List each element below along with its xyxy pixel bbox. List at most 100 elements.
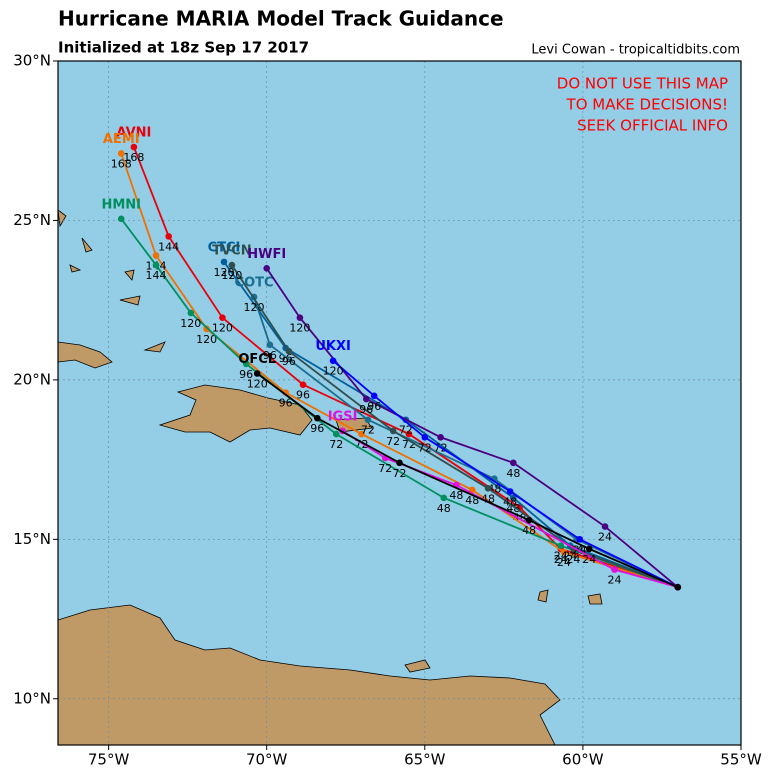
y-tick-label: 25°N (13, 211, 51, 229)
hour-label: 72 (329, 438, 343, 451)
track-line (256, 372, 679, 588)
hour-label: 48 (487, 483, 501, 496)
track-point (313, 414, 321, 422)
hour-label: 72 (386, 435, 400, 448)
y-tick-label: 10°N (13, 689, 51, 707)
track-point (510, 459, 517, 467)
track-point (253, 370, 261, 377)
hour-label: 72 (418, 441, 432, 454)
track-point (364, 416, 372, 424)
track-point (601, 523, 609, 530)
track-point (203, 325, 210, 333)
hour-label: 120 (221, 269, 242, 282)
hour-label: 24 (554, 553, 568, 566)
hour-label: 96 (282, 355, 296, 368)
x-tick-label: 75°W (88, 751, 130, 768)
hour-label: 168 (111, 157, 132, 170)
model-name: AVNI (116, 126, 151, 141)
track-point (468, 486, 476, 494)
track-point (220, 258, 228, 266)
track-point (525, 516, 533, 524)
hour-label: 96 (359, 403, 373, 416)
hour-label: 120 (214, 266, 235, 279)
track-point (576, 536, 584, 543)
ocean (58, 61, 741, 745)
track-point (242, 360, 250, 368)
track-point (560, 548, 568, 556)
model-name: IGSI (328, 409, 358, 424)
model-name: HWFI (247, 247, 286, 262)
hour-label: 24 (598, 531, 612, 544)
hour-label: 72 (393, 467, 407, 480)
map-subtitle: Initialized at 18z Sep 17 2017 (58, 39, 309, 57)
hour-label: 96 (263, 349, 277, 362)
x-tick-label: 70°W (246, 751, 288, 768)
hour-label: 24 (554, 550, 568, 563)
track-line (231, 264, 679, 588)
track-point (362, 395, 370, 403)
track-point (329, 357, 337, 365)
model-name: AEMI (103, 132, 140, 147)
hour-label: 168 (123, 151, 144, 164)
y-tick-label: 15°N (13, 530, 51, 548)
track-point (332, 430, 340, 438)
track-point (370, 392, 378, 400)
track-point (557, 542, 565, 549)
track-point (263, 264, 270, 272)
warning-text: DO NOT USE THIS MAP (557, 75, 728, 93)
hour-label: 24 (557, 556, 571, 569)
hour-label: 120 (244, 301, 265, 314)
hour-label: 96 (310, 422, 324, 435)
hour-label: 96 (296, 389, 310, 402)
hour-label: 24 (582, 553, 596, 566)
track-point (165, 233, 172, 240)
hour-label: 48 (503, 495, 517, 508)
hour-label: 144 (158, 240, 179, 253)
track-point (152, 252, 160, 259)
warning-text: TO MAKE DECISIONS! (566, 96, 728, 114)
map-frame (57, 60, 742, 746)
track-point (296, 314, 304, 321)
track-point (440, 494, 448, 502)
hour-label: 96 (367, 400, 381, 413)
track-point (389, 427, 397, 435)
track-point (117, 150, 125, 157)
hour-label: 48 (522, 524, 536, 537)
track-line (332, 360, 679, 588)
track-point (585, 545, 593, 553)
track-point (266, 341, 274, 349)
track-point (299, 381, 307, 388)
track-point (187, 309, 195, 317)
warning-text: SEEK OFFICIAL INFO (577, 117, 728, 135)
model-name: HMNI (101, 197, 141, 212)
x-tick-label: 55°W (720, 751, 762, 768)
land (58, 209, 603, 745)
map-title: Hurricane MARIA Model Track Guidance (58, 7, 504, 31)
track-point (396, 459, 403, 467)
y-tick-label: 30°N (13, 52, 51, 70)
model-name: UKXI (315, 339, 351, 354)
overlay: 24487296120144168AVNI24487296120144168AE… (58, 61, 741, 745)
hour-label: 48 (481, 492, 495, 505)
hour-label: 48 (506, 467, 520, 480)
hour-label: 96 (279, 397, 293, 410)
track-point (285, 347, 293, 355)
hour-label: 48 (449, 489, 463, 502)
hour-label: 24 (608, 574, 622, 587)
hour-label: 120 (212, 322, 233, 335)
x-tick-label: 60°W (562, 751, 604, 768)
hour-label: 24 (563, 550, 577, 563)
hour-label: 24 (566, 553, 580, 566)
hour-label: 96 (239, 368, 253, 381)
track-point (506, 488, 514, 495)
credit: Levi Cowan - tropicaltidbits.com (531, 43, 740, 58)
hour-label: 120 (323, 365, 344, 378)
hour-label: 72 (361, 424, 375, 437)
track-point (358, 430, 365, 438)
track-point (611, 566, 618, 573)
track-line (253, 296, 679, 588)
track-point (510, 494, 517, 502)
hour-label: 72 (378, 462, 392, 475)
hour-label: 120 (289, 322, 310, 335)
